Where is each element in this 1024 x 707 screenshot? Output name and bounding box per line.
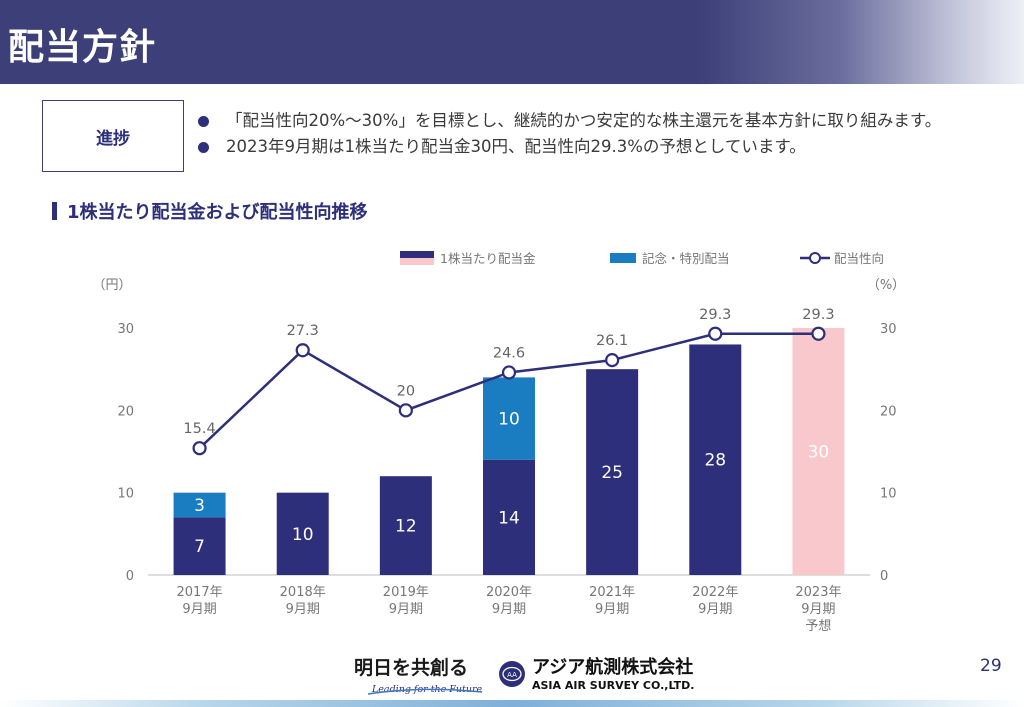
- bullet-item: 「配当性向20%～30%」を目標とし、継続的かつ安定的な株主還元を基本方針に取り…: [196, 108, 941, 134]
- x-tick-label: 2018年: [280, 585, 326, 600]
- footer-decoration: [0, 700, 1024, 707]
- payout-ratio-marker: [398, 403, 413, 418]
- payout-ratio-marker: [708, 326, 723, 341]
- bar-dividend: [586, 369, 639, 575]
- bar-value-label: 7: [194, 537, 205, 557]
- legend-swatch-dividend-forecast: [400, 258, 434, 265]
- bar-dividend: [483, 459, 535, 575]
- x-tick-label: 9月期: [389, 602, 423, 617]
- section-title: 1株当たり配当金および配当性向推移: [52, 198, 368, 224]
- bullet-text: 2023年9月期は1株当たり配当金30円、配当性向29.3%の予想としています。: [226, 137, 806, 156]
- bar-value-label: 28: [704, 451, 726, 471]
- svg-text:AA: AA: [507, 671, 517, 679]
- y-left-tick-label: 20: [117, 404, 134, 419]
- legend-swatch-dividend: [400, 251, 434, 258]
- legend-swatch-special: [610, 253, 636, 263]
- bar-dividend: [792, 328, 845, 575]
- payout-ratio-label: 29.3: [802, 307, 834, 323]
- dividend-chart: 0 10 20 30 0 10 20 30 （円） （%） 7 3 10 12 14 10 25 28 30 15.4…: [92, 251, 905, 634]
- header-bar: 配当方針: [0, 0, 1024, 84]
- y-left-tick-label: 10: [117, 487, 134, 502]
- y-right-tick-label: 20: [880, 404, 897, 419]
- bullet-item: 2023年9月期は1株当たり配当金30円、配当性向29.3%の予想としています。: [196, 134, 941, 160]
- payout-ratio-label: 24.6: [493, 345, 525, 361]
- bullet-icon: [198, 142, 209, 153]
- status-label: 進捗: [96, 128, 130, 149]
- payout-ratio-marker: [295, 343, 310, 358]
- bullet-text: 「配当性向20%～30%」を目標とし、継続的かつ安定的な株主還元を基本方針に取り…: [226, 111, 942, 130]
- bar-value-label: 12: [395, 517, 417, 537]
- bar-special-dividend: [483, 377, 535, 460]
- payout-ratio-label: 26.1: [596, 333, 628, 349]
- payout-ratio-marker: [811, 326, 826, 341]
- x-tick-label: 2021年: [589, 585, 635, 600]
- bar-value-label: 30: [808, 443, 830, 463]
- bar-special-dividend: [173, 492, 226, 518]
- x-tick-label: 9月期: [182, 602, 216, 617]
- aa-emblem-icon: AA: [499, 661, 525, 687]
- payout-ratio-label: 27.3: [287, 323, 319, 339]
- payout-ratio-label: 15.4: [183, 421, 215, 437]
- y-left-tick-label: 30: [117, 322, 134, 337]
- bar-value-label: 3: [194, 496, 205, 516]
- slogan-logo: 明日を共創る Leading for the Future: [354, 656, 483, 695]
- page-title: 配当方針: [8, 27, 157, 68]
- y-right-tick-label: 10: [880, 487, 897, 502]
- payout-ratio-marker: [192, 441, 207, 456]
- summary-bullets: 「配当性向20%～30%」を目標とし、継続的かつ安定的な株主還元を基本方針に取り…: [196, 108, 941, 160]
- payout-ratio-label: 29.3: [699, 307, 731, 323]
- legend-marker-swatch: [809, 252, 821, 264]
- section-title-text: 1株当たり配当金および配当性向推移: [67, 202, 368, 223]
- bullet-icon: [198, 116, 209, 127]
- x-tick-label: 9月期: [595, 602, 629, 617]
- y-left-tick-label: 0: [126, 569, 134, 584]
- x-tick-label: 2019年: [383, 585, 429, 600]
- bar-dividend: [276, 492, 329, 575]
- y-right-unit-label: （%）: [867, 278, 905, 293]
- y-right-tick-label: 30: [880, 322, 897, 337]
- bar-value-label: 14: [498, 508, 520, 528]
- x-tick-label: 9月期: [801, 602, 835, 617]
- company-name-jp: アジア航測株式会社: [532, 656, 693, 678]
- status-label-box: 進捗: [42, 100, 184, 172]
- x-tick-label: 2023年: [795, 585, 841, 600]
- x-tick-label: 予想: [805, 618, 831, 634]
- bar-value-label: 10: [498, 410, 520, 430]
- slogan-text: 明日を共創る: [354, 656, 468, 679]
- bar-value-label: 25: [601, 463, 623, 483]
- x-tick-label: 9月期: [698, 602, 732, 617]
- x-tick-label: 2017年: [177, 585, 223, 600]
- section-marker: [52, 202, 57, 220]
- x-tick-label: 2020年: [486, 585, 532, 600]
- y-left-unit-label: （円）: [92, 278, 131, 293]
- legend-label: 配当性向: [834, 251, 884, 266]
- company-name-en: ASIA AIR SURVEY CO.,LTD.: [532, 679, 694, 692]
- bar-dividend: [689, 344, 742, 575]
- bar-value-label: 10: [292, 525, 314, 545]
- legend-label: 記念・特別配当: [642, 251, 730, 266]
- payout-ratio-label: 20: [397, 383, 415, 399]
- x-tick-label: 2022年: [692, 585, 738, 600]
- x-tick-label: 9月期: [286, 602, 320, 617]
- company-logo: AA アジア航測株式会社 ASIA AIR SURVEY CO.,LTD.: [499, 656, 694, 692]
- payout-ratio-marker: [605, 353, 620, 368]
- y-right-tick-label: 0: [880, 569, 888, 584]
- legend-label: 1株当たり配当金: [440, 251, 536, 266]
- payout-ratio-marker: [501, 365, 517, 380]
- bar-dividend: [173, 517, 226, 575]
- page-number: 29: [980, 656, 1002, 676]
- x-tick-label: 9月期: [492, 602, 526, 617]
- bar-dividend: [379, 476, 432, 575]
- slogan-swoosh: [367, 688, 483, 695]
